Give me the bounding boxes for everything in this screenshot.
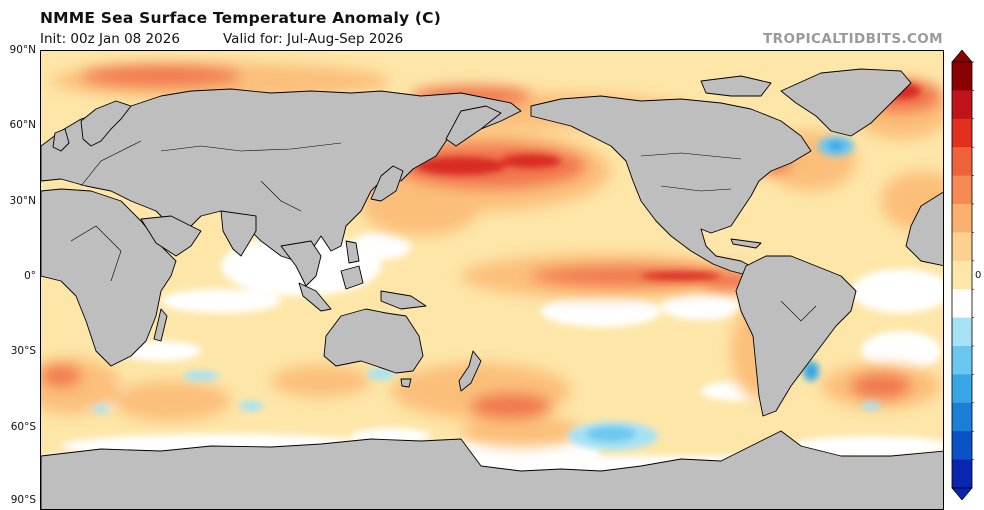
colorbar-segment bbox=[952, 459, 972, 489]
land-arctic-islands bbox=[700, 75, 772, 97]
map-svg bbox=[41, 51, 943, 509]
colorbar bbox=[951, 50, 974, 500]
chart-title: NMME Sea Surface Temperature Anomaly (C) bbox=[40, 9, 442, 27]
land-tasmania bbox=[400, 378, 412, 388]
colorbar-segment bbox=[952, 402, 972, 432]
land-cuba bbox=[730, 238, 762, 249]
lat-label-60n: 60°N bbox=[9, 119, 36, 131]
lat-label-30s: 30°S bbox=[10, 345, 36, 357]
lat-label-0: 0° bbox=[24, 270, 36, 282]
colorbar-segment bbox=[952, 90, 972, 120]
land-madagascar bbox=[153, 308, 168, 342]
land-new-zealand bbox=[458, 350, 482, 392]
init-time-label: Init: 00z Jan 08 2026 bbox=[40, 31, 180, 47]
colorbar-segment bbox=[952, 346, 972, 375]
lat-label-90s: 90°S bbox=[10, 494, 36, 506]
brand-watermark: TROPICALTIDBITS.COM bbox=[763, 31, 943, 47]
land-masses bbox=[41, 68, 943, 509]
colorbar-tick-zero: 0 bbox=[975, 270, 982, 281]
valid-time-label: Valid for: Jul-Aug-Sep 2026 bbox=[223, 31, 404, 47]
land-new-guinea bbox=[380, 290, 427, 310]
colorbar-segment bbox=[952, 289, 972, 319]
colorbar-segment bbox=[952, 147, 972, 177]
land-greenland bbox=[780, 68, 912, 137]
colorbar-segment bbox=[952, 232, 972, 262]
colorbar-segment bbox=[952, 62, 972, 91]
land-scandinavia bbox=[80, 100, 132, 147]
lat-label-30n: 30°N bbox=[9, 195, 36, 207]
land-uk bbox=[52, 128, 70, 152]
colorbar-segment bbox=[952, 175, 972, 205]
colorbar-segment bbox=[952, 260, 972, 290]
land-north-america bbox=[530, 95, 812, 277]
land-kamchatka bbox=[445, 105, 502, 147]
land-africa bbox=[41, 188, 177, 367]
colorbar-segment bbox=[952, 317, 972, 347]
sst-anomaly-map bbox=[40, 50, 944, 510]
land-philippines bbox=[345, 240, 360, 264]
land-arabia bbox=[140, 215, 202, 257]
colorbar-segment bbox=[952, 204, 972, 233]
colorbar-segment bbox=[952, 374, 972, 404]
colorbar-arrow-top bbox=[951, 50, 973, 63]
land-se-asia bbox=[280, 240, 322, 287]
country-borders bbox=[70, 140, 817, 322]
colorbar-segment bbox=[952, 431, 972, 461]
land-australia bbox=[323, 308, 424, 374]
land-africa-west-edge bbox=[905, 191, 943, 267]
lat-label-60s: 60°S bbox=[10, 421, 36, 433]
colorbar-arrow-bottom bbox=[951, 487, 973, 500]
lat-label-90n: 90°N bbox=[9, 44, 36, 56]
land-sumatra bbox=[298, 282, 332, 312]
land-borneo bbox=[340, 265, 364, 290]
colorbar-segment bbox=[952, 118, 972, 148]
land-japan bbox=[370, 165, 404, 202]
land-antarctica bbox=[41, 430, 943, 509]
land-india bbox=[220, 210, 257, 257]
land-south-america bbox=[735, 255, 857, 417]
